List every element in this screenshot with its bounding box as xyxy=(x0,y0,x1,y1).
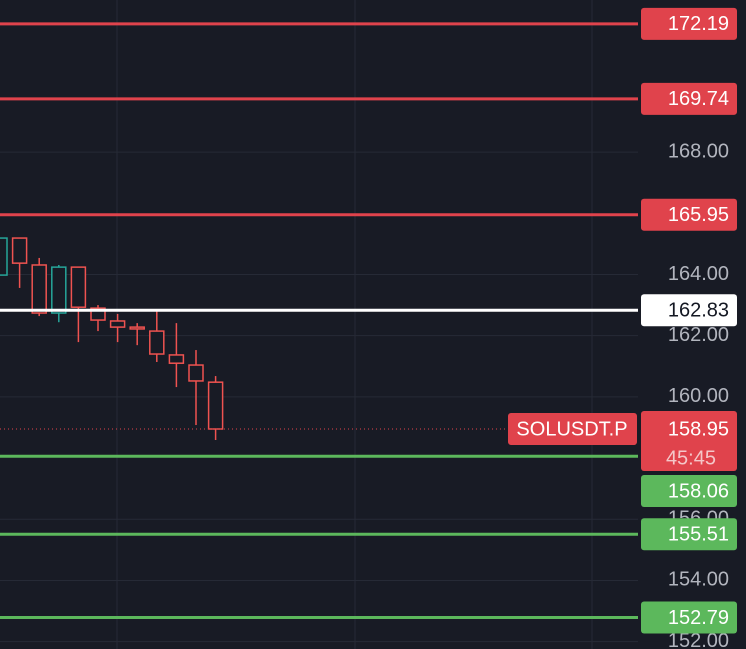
price-line-label: 172.19 xyxy=(668,13,729,35)
candle-body xyxy=(0,237,8,276)
y-tick-label: 164.00 xyxy=(668,263,729,285)
price-line-label: 169.74 xyxy=(668,88,729,110)
candle-body xyxy=(109,320,126,328)
price-line-label-bg xyxy=(641,294,737,327)
last-price-label: 158.95 xyxy=(668,418,729,440)
symbol-label: SOLUSDT.P xyxy=(516,418,627,440)
price-line-label: 152.79 xyxy=(668,607,729,629)
candle-body xyxy=(70,266,87,308)
y-tick-label: 154.00 xyxy=(668,569,729,591)
last-price-label-bg xyxy=(641,410,737,471)
countdown-label: 45:45 xyxy=(666,447,716,469)
candle-body xyxy=(11,237,28,264)
y-tick-label: 152.00 xyxy=(668,630,729,649)
candle-body xyxy=(188,364,204,382)
price-line-label-bg xyxy=(641,601,737,634)
y-tick-label: 162.00 xyxy=(668,324,729,346)
candle-body xyxy=(51,266,67,314)
price-line-label-bg xyxy=(641,518,737,551)
candle-body xyxy=(207,381,224,430)
symbol-label-bg xyxy=(508,412,637,445)
price-line-label-bg xyxy=(641,474,737,507)
candle-body xyxy=(31,264,47,314)
candle-body xyxy=(90,307,106,321)
price-line-label: 158.06 xyxy=(668,480,729,502)
y-tick-label: 160.00 xyxy=(668,385,729,407)
price-line-label-bg xyxy=(641,82,737,115)
y-tick-label: 168.00 xyxy=(668,140,729,162)
price-line-label-bg xyxy=(641,7,737,40)
candle-body xyxy=(129,326,145,330)
candle-body xyxy=(149,330,165,355)
price-line-label-bg xyxy=(641,198,737,231)
price-line-label: 155.51 xyxy=(668,524,729,546)
price-line-label: 162.83 xyxy=(668,300,729,322)
candle-body xyxy=(168,354,185,364)
price-line-label: 165.95 xyxy=(668,204,729,226)
